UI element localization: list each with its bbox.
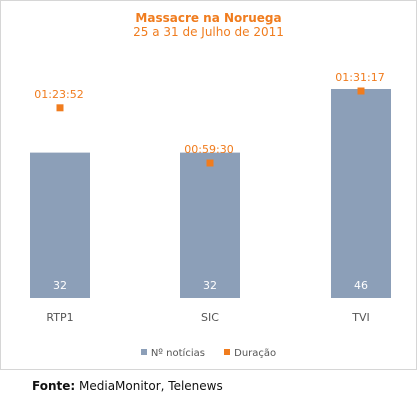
chart-subtitle: 25 a 31 de Julho de 2011 (133, 25, 284, 39)
category-label-rtp1: RTP1 (46, 311, 73, 324)
legend-label-duracao: Duração (234, 348, 277, 359)
legend-item-duracao: Duração (224, 348, 276, 359)
duration-label-sic: 00:59:30 (184, 143, 233, 156)
source-note: Fonte: MediaMonitor, Telenews (32, 379, 223, 393)
legend-label-noticias: Nº notícias (150, 348, 205, 359)
duration-label-rtp1: 01:23:52 (34, 88, 83, 101)
chart-title: Massacre na Noruega (135, 11, 282, 25)
bar-sic (180, 152, 240, 298)
category-label-sic: SIC (201, 311, 219, 324)
bar-tvi (331, 89, 391, 298)
bar-rtp1 (30, 152, 90, 298)
bar-value-label-rtp1: 32 (53, 279, 67, 292)
bar-value-label-sic: 32 (203, 279, 217, 292)
legend-item-noticias: Nº notícias (140, 348, 205, 359)
bar-value-label-tvi: 46 (354, 279, 368, 292)
source-label: Fonte: (32, 379, 76, 393)
duration-label-tvi: 01:31:17 (335, 71, 384, 84)
category-label-tvi: TVI (351, 311, 370, 324)
source-text: MediaMonitor, Telenews (79, 379, 223, 393)
duration-marker-tvi (357, 87, 365, 95)
legend-swatch-duracao (224, 349, 231, 355)
legend-swatch-noticias (140, 349, 147, 355)
chart-legend: Nº notícias Duração (0, 348, 417, 359)
duration-marker-rtp1 (56, 104, 64, 112)
duration-marker-sic (206, 159, 214, 167)
